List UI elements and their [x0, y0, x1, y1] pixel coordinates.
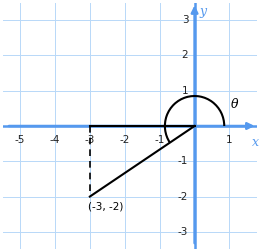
Text: 1: 1	[182, 86, 188, 96]
Text: -2: -2	[120, 135, 130, 145]
Text: x: x	[252, 136, 259, 149]
Text: -1: -1	[178, 156, 188, 166]
Text: 3: 3	[182, 15, 188, 25]
Text: -3: -3	[85, 135, 95, 145]
Text: (-3, -2): (-3, -2)	[88, 202, 123, 212]
Text: 2: 2	[182, 50, 188, 60]
Text: θ: θ	[231, 98, 238, 111]
Text: -4: -4	[50, 135, 60, 145]
Text: y: y	[200, 5, 207, 18]
Text: -2: -2	[178, 192, 188, 202]
Text: -3: -3	[178, 227, 188, 237]
Text: 1: 1	[226, 135, 233, 145]
Text: -1: -1	[154, 135, 165, 145]
Text: -5: -5	[15, 135, 25, 145]
